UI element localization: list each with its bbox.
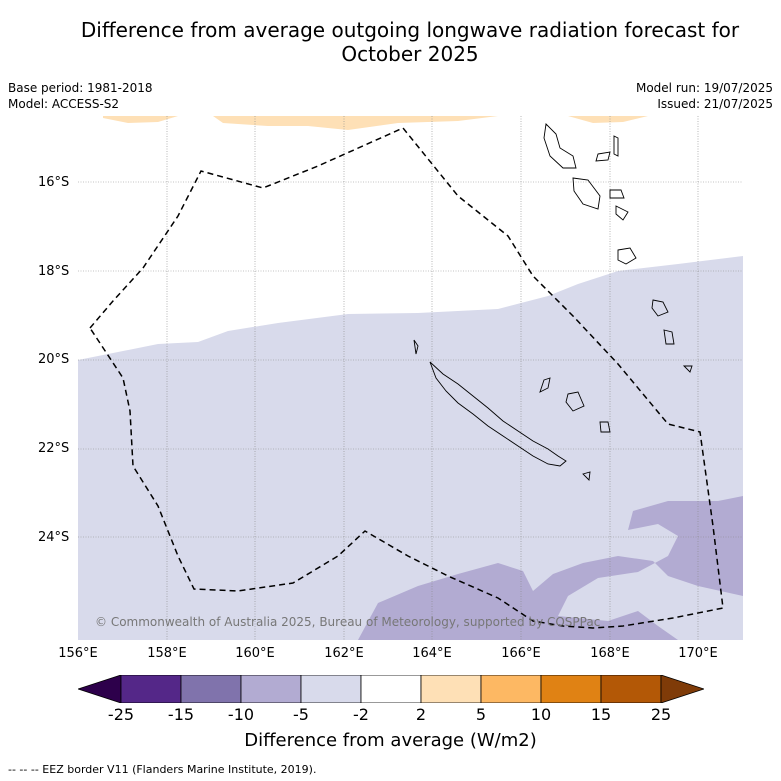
colorbar-extend-high bbox=[660, 674, 706, 704]
y-label-20s: 20°S bbox=[38, 352, 70, 367]
x-label-162e: 162°E bbox=[324, 646, 364, 661]
map-svg: © Commonwealth of Australia 2025, Bureau… bbox=[78, 116, 743, 640]
positive-anomaly-strip-2 bbox=[213, 116, 498, 130]
vanuatu-maewo bbox=[613, 135, 619, 157]
map-area: © Commonwealth of Australia 2025, Bureau… bbox=[78, 116, 743, 640]
vanuatu-pentecost bbox=[609, 189, 625, 199]
colorbar-tick: -5 bbox=[293, 705, 309, 724]
meta-left: Base period: 1981-2018 Model: ACCESS-S2 bbox=[8, 80, 153, 112]
y-label-22s: 22°S bbox=[38, 441, 70, 456]
colorbar bbox=[76, 674, 706, 704]
gridlines bbox=[78, 116, 743, 640]
colorbar-bin-3 bbox=[240, 674, 302, 704]
title-line-1: Difference from average outgoing longwav… bbox=[80, 18, 740, 42]
model-run: Model run: 19/07/2025 bbox=[635, 81, 773, 95]
vanuatu-malo bbox=[595, 151, 611, 162]
base-period: Base period: 1981-2018 bbox=[8, 81, 153, 95]
loyalty-island-3 bbox=[599, 421, 611, 433]
vanuatu-tanna bbox=[651, 299, 669, 317]
eez-footnote: -- -- -- EEZ border V11 (Flanders Marine… bbox=[8, 763, 317, 776]
x-label-158e: 158°E bbox=[147, 646, 187, 661]
colorbar-tick: 25 bbox=[650, 705, 672, 724]
colorbar-tick: -15 bbox=[167, 705, 195, 724]
x-label-166e: 166°E bbox=[501, 646, 541, 661]
x-label-168e: 168°E bbox=[590, 646, 630, 661]
colorbar-tick: -25 bbox=[107, 705, 135, 724]
x-label-164e: 164°E bbox=[412, 646, 452, 661]
colorbar-label: Difference from average (W/m2) bbox=[244, 730, 537, 751]
colorbar-tick: -10 bbox=[227, 705, 255, 724]
negative-anomaly-region-medium bbox=[358, 496, 743, 640]
vanuatu-epi bbox=[615, 205, 629, 221]
model-name: Model: ACCESS-S2 bbox=[8, 97, 120, 111]
issued-date: Issued: 21/07/2025 bbox=[657, 97, 773, 111]
colorbar-bin-9 bbox=[600, 674, 662, 704]
y-label-16s: 16°S bbox=[38, 175, 70, 190]
x-label-156e: 156°E bbox=[58, 646, 98, 661]
colorbar-bin-5 bbox=[360, 674, 422, 704]
vanuatu-erromango bbox=[663, 329, 675, 345]
x-label-170e: 170°E bbox=[678, 646, 718, 661]
vanuatu-malekula bbox=[572, 177, 601, 210]
colorbar-extend-low bbox=[76, 674, 122, 704]
colorbar-tick: 10 bbox=[530, 705, 552, 724]
negative-anomaly-region-light bbox=[78, 256, 743, 640]
colorbar-bin-6 bbox=[420, 674, 482, 704]
vanuatu-efate bbox=[617, 247, 637, 265]
colorbar-bin-2 bbox=[180, 674, 242, 704]
title-line-2: October 2025 bbox=[341, 42, 479, 66]
copyright-text: © Commonwealth of Australia 2025, Bureau… bbox=[95, 615, 600, 629]
meta-right: Model run: 19/07/2025 Issued: 21/07/2025 bbox=[636, 80, 773, 112]
colorbar-tick: 5 bbox=[475, 705, 487, 724]
colorbar-bin-7 bbox=[480, 674, 542, 704]
y-label-18s: 18°S bbox=[38, 264, 70, 279]
positive-anomaly-strip-3 bbox=[568, 116, 648, 123]
isle-of-pines bbox=[582, 471, 591, 481]
new-caledonia-island bbox=[429, 361, 567, 467]
map-title: Difference from average outgoing longwav… bbox=[0, 18, 781, 66]
colorbar-svg bbox=[76, 674, 706, 704]
colorbar-tick: 2 bbox=[415, 705, 427, 724]
x-label-160e: 160°E bbox=[235, 646, 275, 661]
y-label-24s: 24°S bbox=[38, 530, 70, 545]
colorbar-bin-8 bbox=[540, 674, 602, 704]
loyalty-island-1 bbox=[539, 377, 551, 393]
colorbar-bin-1 bbox=[120, 674, 182, 704]
vanuatu-espiritu-santo bbox=[543, 123, 577, 169]
positive-anomaly-strip-1 bbox=[103, 116, 178, 123]
colorbar-tick: 15 bbox=[590, 705, 612, 724]
colorbar-bin-4 bbox=[300, 674, 362, 704]
north-islet bbox=[413, 339, 419, 355]
vanuatu-aneityum bbox=[682, 365, 693, 373]
loyalty-island-2 bbox=[565, 391, 585, 412]
colorbar-tick: -2 bbox=[353, 705, 369, 724]
eez-border bbox=[89, 127, 724, 629]
